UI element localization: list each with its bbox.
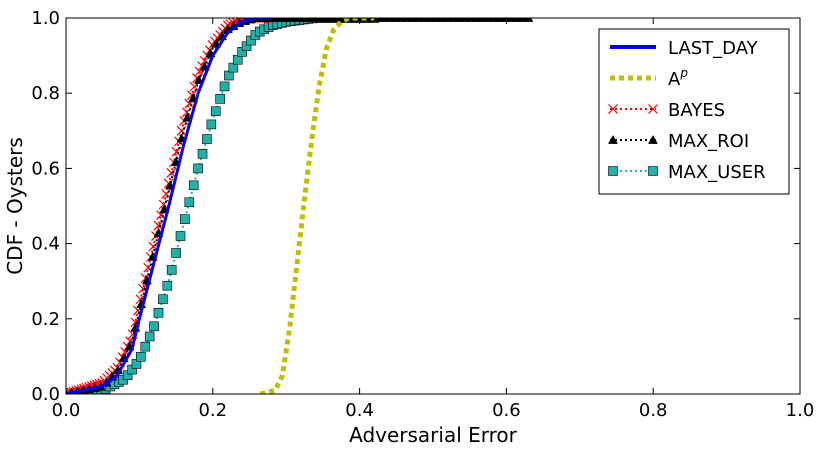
legend-item: BAYES bbox=[608, 100, 725, 121]
legend-marker bbox=[608, 134, 618, 144]
y-tick-label: 0.4 bbox=[31, 234, 60, 255]
series-point bbox=[140, 341, 151, 352]
series-point bbox=[153, 307, 164, 318]
x-tick-label: 1.0 bbox=[786, 400, 815, 421]
series-point bbox=[219, 81, 230, 92]
series-point bbox=[202, 134, 212, 144]
series-point bbox=[180, 214, 190, 224]
x-axis-label: Adversarial Error bbox=[349, 423, 518, 447]
series-point bbox=[206, 119, 217, 130]
legend-label: Ap bbox=[668, 66, 688, 90]
x-tick-label: 0.2 bbox=[198, 400, 227, 421]
series-point bbox=[149, 321, 159, 332]
x-tick-label: 0.8 bbox=[639, 400, 668, 421]
legend-marker bbox=[608, 104, 618, 114]
series-point bbox=[197, 148, 208, 159]
series-point bbox=[162, 280, 173, 291]
series-point bbox=[215, 94, 225, 104]
series-point bbox=[193, 163, 203, 174]
legend-item: Ap bbox=[610, 66, 688, 90]
series-point bbox=[175, 231, 186, 241]
legend-item: LAST_DAY bbox=[610, 38, 759, 59]
series-line bbox=[66, 18, 529, 394]
series-point bbox=[523, 18, 534, 22]
x-tick-label: 0.4 bbox=[345, 400, 374, 421]
series-point bbox=[166, 167, 177, 178]
plot-frame bbox=[65, 17, 801, 395]
series-point bbox=[158, 294, 168, 305]
y-axis-label: CDF - Oysters bbox=[3, 137, 27, 275]
series-point bbox=[188, 180, 199, 191]
ticks-layer: 0.0 0.2 0.4 0.6 0.8 1.0 0.0 0.2 0.4 0.6 0.8 1.0 bbox=[31, 8, 814, 421]
y-tick-label: 0.6 bbox=[31, 158, 60, 179]
series-point bbox=[171, 248, 181, 258]
legend-label: BAYES bbox=[668, 100, 725, 121]
series-last-day bbox=[66, 18, 272, 394]
x-tick-label: 0.0 bbox=[52, 400, 81, 421]
series-point bbox=[210, 106, 221, 117]
series-point bbox=[136, 351, 146, 362]
legend-marker bbox=[608, 166, 618, 176]
legend-marker bbox=[648, 104, 658, 114]
legend-item: MAX_USER bbox=[608, 162, 766, 183]
legend-frame bbox=[598, 28, 790, 195]
series-point bbox=[166, 265, 177, 275]
series-layer bbox=[66, 18, 534, 394]
series-point bbox=[184, 197, 195, 208]
legend-item: MAX_ROI bbox=[608, 131, 749, 152]
y-tick-label: 1.0 bbox=[31, 8, 60, 29]
legend-label: MAX_ROI bbox=[668, 131, 749, 152]
legend: LAST_DAY Ap BAYES MAX_ROI MAX_USER bbox=[598, 28, 790, 195]
legend-label: MAX_USER bbox=[668, 162, 766, 183]
series-line bbox=[259, 18, 375, 394]
x-tick-label: 0.6 bbox=[492, 400, 521, 421]
y-tick-label: 0.8 bbox=[31, 83, 60, 104]
legend-label: LAST_DAY bbox=[668, 38, 759, 59]
legend-marker bbox=[648, 166, 658, 176]
series-line bbox=[66, 18, 272, 394]
series-point bbox=[144, 331, 155, 342]
legend-marker bbox=[648, 134, 658, 144]
y-tick-label: 0.2 bbox=[31, 309, 60, 330]
y-tick-label: 0.0 bbox=[31, 384, 60, 405]
series-a bbox=[259, 18, 375, 394]
